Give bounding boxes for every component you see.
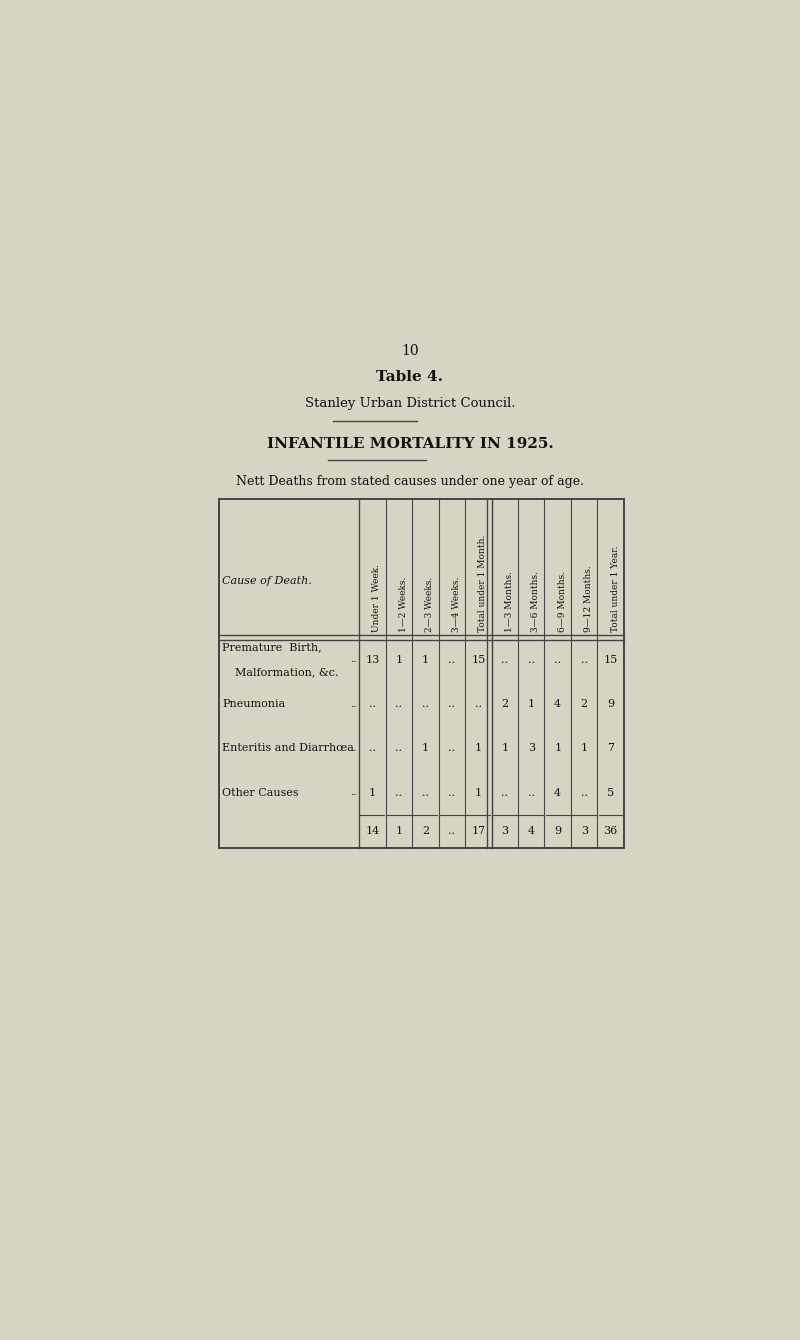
Text: Total under 1 Year.: Total under 1 Year. [610,545,620,632]
Text: 3: 3 [502,827,508,836]
Text: 3—6 Months.: 3—6 Months. [531,571,540,632]
Text: 9—12 Months.: 9—12 Months. [584,565,593,632]
Text: ..: .. [581,788,588,797]
Text: INFANTILE MORTALITY IN 1925.: INFANTILE MORTALITY IN 1925. [266,437,554,452]
Text: Total under 1 Month.: Total under 1 Month. [478,535,487,632]
Text: ..: .. [395,788,402,797]
Text: 1: 1 [395,655,402,665]
Text: 1: 1 [554,744,562,753]
Text: 1: 1 [581,744,588,753]
Text: Malformation, &c.: Malformation, &c. [234,667,338,677]
Text: Under 1 Week.: Under 1 Week. [372,564,382,632]
Text: ..: .. [448,744,455,753]
Text: 1: 1 [422,744,429,753]
Text: 15: 15 [471,655,486,665]
Text: ..: .. [369,699,376,709]
Text: 10: 10 [401,344,419,359]
Text: 1—2 Weeks.: 1—2 Weeks. [399,578,408,632]
Text: ..: .. [502,788,508,797]
Text: ..: .. [350,744,356,753]
Text: 1: 1 [422,655,429,665]
Text: 4: 4 [528,827,535,836]
Text: ..: .. [448,827,455,836]
Text: 4: 4 [554,699,562,709]
Text: 13: 13 [366,655,379,665]
Text: ..: .. [395,699,402,709]
Text: ..: .. [528,788,534,797]
Text: 2: 2 [581,699,588,709]
Text: 9: 9 [607,699,614,709]
Text: ..: .. [474,699,482,709]
Text: ..: .. [448,655,455,665]
Text: 1: 1 [502,744,508,753]
Text: ..: .. [369,744,376,753]
Text: ..: .. [422,699,429,709]
Text: ..: .. [395,744,402,753]
Text: 1: 1 [528,699,535,709]
Text: 1—3 Months.: 1—3 Months. [505,571,514,632]
Text: 1: 1 [395,827,402,836]
Text: Stanley Urban District Council.: Stanley Urban District Council. [305,397,515,410]
Text: 3: 3 [528,744,535,753]
Text: 9: 9 [554,827,562,836]
Text: Other Causes: Other Causes [222,788,298,797]
Text: ..: .. [350,699,356,709]
Text: 3: 3 [581,827,588,836]
Text: 2: 2 [502,699,508,709]
Text: 2: 2 [422,827,429,836]
Text: 1: 1 [474,744,482,753]
Text: ..: .. [448,788,455,797]
Text: Premature  Birth,: Premature Birth, [222,642,322,653]
Text: ..: .. [528,655,534,665]
Text: Nett Deaths from stated causes under one year of age.: Nett Deaths from stated causes under one… [236,476,584,489]
Text: ..: .. [581,655,588,665]
Text: ..: .. [502,655,508,665]
Text: 3—4 Weeks.: 3—4 Weeks. [452,578,461,632]
Text: 14: 14 [366,827,379,836]
Text: ..: .. [422,788,429,797]
Text: 1: 1 [369,788,376,797]
Text: Enteritis and Diarrhœa: Enteritis and Diarrhœa [222,744,354,753]
Text: 2—3 Weeks.: 2—3 Weeks. [426,578,434,632]
Text: Pneumonia: Pneumonia [222,699,286,709]
Text: ..: .. [448,699,455,709]
Text: 15: 15 [603,655,618,665]
Text: ..: .. [554,655,562,665]
Text: 5: 5 [607,788,614,797]
Text: Cause of Death.: Cause of Death. [222,576,312,586]
Text: Table 4.: Table 4. [377,370,443,385]
Text: ..: .. [350,788,356,797]
Text: 36: 36 [603,827,618,836]
Text: 17: 17 [471,827,486,836]
Text: 4: 4 [554,788,562,797]
Text: 6—9 Months.: 6—9 Months. [558,571,566,632]
Text: ..: .. [350,655,356,665]
Text: 7: 7 [607,744,614,753]
Text: 1: 1 [474,788,482,797]
